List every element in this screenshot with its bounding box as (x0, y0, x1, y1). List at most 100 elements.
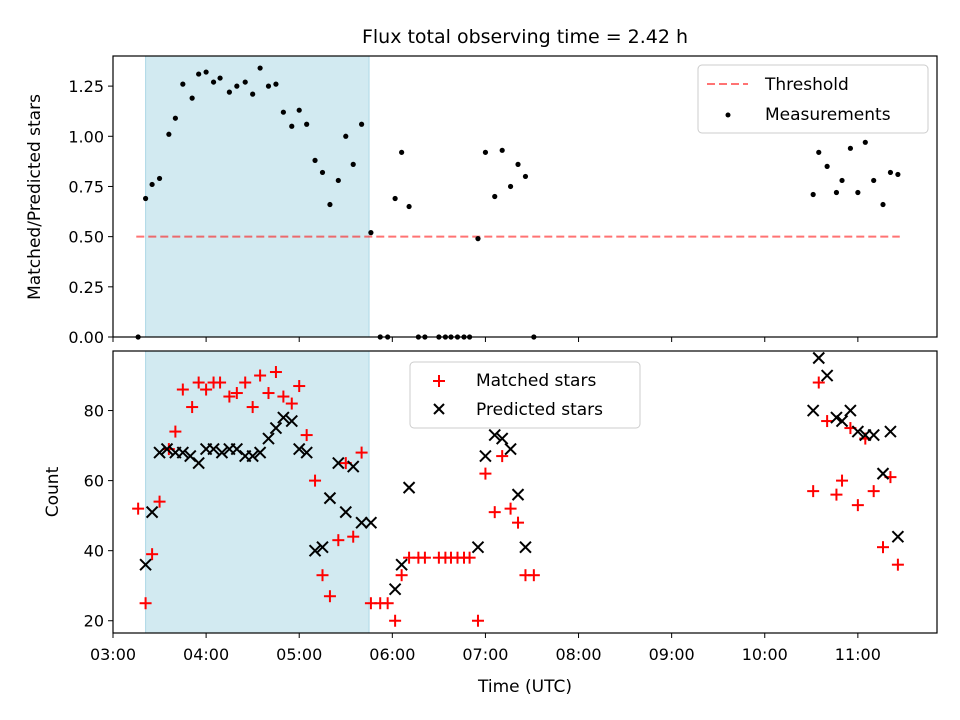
predicted-star-point (471, 540, 485, 554)
predicted-star-point (851, 425, 865, 438)
predicted-star-point (253, 446, 267, 459)
measurement-point (515, 161, 521, 167)
measurement-point (304, 121, 310, 127)
measurement-point (824, 163, 830, 169)
matched-star-point (463, 551, 476, 564)
matched-star-point (285, 397, 298, 410)
matched-star-point (479, 467, 492, 480)
matched-star-point (395, 569, 408, 582)
matched-star-point (309, 474, 322, 487)
matched-star-point (269, 366, 282, 379)
matched-star-point (496, 450, 509, 463)
predicted-star-point (402, 481, 416, 494)
count-x-tick-label: 05:00 (276, 645, 322, 664)
matched-star-point (355, 446, 368, 459)
matched-star-point (323, 590, 336, 603)
matched-star-point (146, 548, 159, 561)
count-x-tick-label: 03:00 (90, 645, 136, 664)
predicted-star-point (323, 491, 337, 505)
measurement-point (507, 183, 514, 190)
count-x-label: Time (UTC) (477, 677, 572, 697)
count-y-axis: 20 40 60 80 (84, 402, 113, 631)
measurement-point (142, 195, 149, 202)
count-x-axis: 03:00 04:00 05:00 06:00 07:00 08:00 09:00 10:00… (90, 633, 881, 664)
matched-star-point (277, 390, 290, 403)
measurement-point (203, 69, 209, 75)
matched-star-point (214, 376, 227, 389)
measurement-point (895, 171, 901, 178)
count-x-tick-label: 06:00 (369, 645, 415, 664)
predicted-star-point (355, 516, 368, 529)
measurement-point (280, 109, 286, 115)
measurement-point (242, 79, 248, 85)
predicted-star-point (884, 425, 897, 438)
measurement-point (217, 75, 223, 81)
ratio-y-tick-label: 1.25 (68, 77, 104, 96)
predicted-star-point (300, 446, 313, 459)
measurement-point (289, 123, 295, 129)
matched-star-point (418, 551, 431, 564)
matched-star-point (254, 369, 267, 382)
matched-star-point (262, 387, 275, 400)
matched-star-point (821, 415, 834, 428)
matched-star-point (504, 502, 517, 515)
measurement-point (406, 203, 412, 210)
ratio-highlight-band (145, 55, 370, 338)
predicted-star-point (519, 540, 532, 554)
measurement-point (166, 131, 172, 137)
ratio-y-tick-label: 0.25 (68, 278, 104, 297)
predicted-star-point (145, 505, 159, 519)
count-x-tick-label: 09:00 (649, 645, 695, 664)
matched-star-point (512, 516, 525, 529)
matched-star-point (176, 383, 189, 396)
predicted-star-point (820, 369, 834, 382)
measurement-point (855, 189, 861, 196)
matched-star-point (876, 541, 889, 554)
measurement-point (816, 149, 822, 155)
predicted-star-point (806, 404, 820, 417)
predicted-star-point (262, 432, 275, 445)
ratio-frame (112, 55, 938, 338)
predicted-star-point (504, 442, 517, 456)
ratio-panel: 0.00 0.25 0.50 0.75 1.00 1.25 Matched/Predict… (25, 55, 938, 347)
measurement-point (880, 201, 886, 208)
predicted-star-point (876, 467, 890, 480)
matched-star-point (300, 429, 313, 442)
chart-title: Flux total observing time = 2.42 h (362, 26, 688, 48)
measurement-point (522, 173, 529, 180)
matched-star-point (488, 506, 501, 519)
measurement-point (265, 83, 272, 89)
predicted-star-point (139, 558, 152, 571)
measurement-point (358, 121, 365, 127)
measurement-point (833, 189, 840, 196)
count-legend-box (409, 361, 641, 429)
measurement-point (319, 169, 326, 176)
count-y-tick-label: 80 (84, 402, 104, 421)
matched-star-point (230, 387, 243, 400)
matched-star-point (389, 614, 402, 627)
measurement-point (839, 177, 845, 184)
measurement-point (210, 79, 217, 85)
measurement-point (871, 177, 877, 184)
threshold-legend-label: Threshold (764, 75, 849, 95)
predicted-star-point (215, 446, 229, 459)
matched-star-point (139, 597, 152, 610)
predicted-star-point (339, 505, 352, 519)
matched-star-point (891, 558, 904, 571)
ratio-highlight-rect (145, 55, 370, 338)
count-y-tick-label: 40 (84, 542, 104, 561)
predicted-star-point (830, 411, 843, 424)
predicted-star-point (347, 460, 360, 473)
count-x-tick-label: 08:00 (555, 645, 601, 664)
predicted-star-point (844, 404, 857, 417)
predicted-star-point (332, 456, 345, 470)
predicted-star-point (316, 540, 329, 554)
measurement-point (250, 91, 256, 97)
predicted-star-point (488, 428, 501, 442)
count-x-tick-label: 11:00 (835, 645, 881, 664)
matched-star-point (153, 495, 166, 508)
matched-star-point (812, 376, 825, 389)
predicted-star-point (207, 442, 220, 456)
count-x-tick-label: 07:00 (462, 645, 508, 664)
